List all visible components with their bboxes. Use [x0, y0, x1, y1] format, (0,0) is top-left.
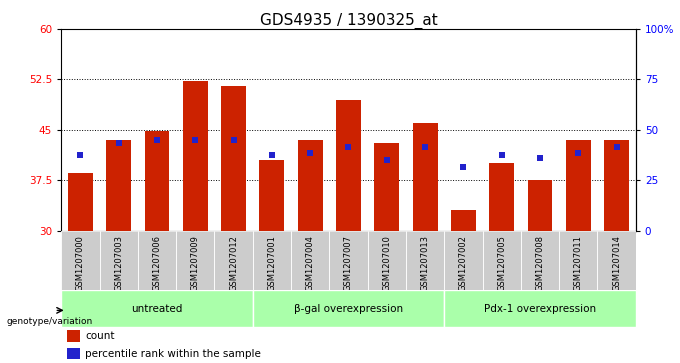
Text: Pdx-1 overexpression: Pdx-1 overexpression	[484, 303, 596, 314]
Bar	[375, 143, 399, 231]
Point	[458, 164, 469, 170]
Title: GDS4935 / 1390325_at: GDS4935 / 1390325_at	[260, 13, 437, 29]
Bar	[521, 231, 559, 290]
Bar	[406, 231, 444, 290]
Bar	[68, 174, 92, 231]
Bar	[528, 180, 552, 231]
Text: GSM1207012: GSM1207012	[229, 235, 238, 290]
Bar	[566, 140, 591, 231]
Point	[343, 144, 354, 150]
Point	[152, 137, 163, 143]
Bar	[221, 86, 246, 231]
Text: GSM1207014: GSM1207014	[612, 235, 621, 290]
Bar	[329, 231, 368, 290]
Bar	[106, 140, 131, 231]
Text: GSM1207008: GSM1207008	[536, 235, 545, 291]
Text: GSM1207009: GSM1207009	[191, 235, 200, 290]
Bar	[183, 81, 207, 231]
Point	[534, 155, 545, 161]
Bar	[559, 231, 598, 290]
Bar	[451, 210, 476, 231]
Bar	[598, 231, 636, 290]
Text: GSM1207002: GSM1207002	[459, 235, 468, 290]
Bar	[253, 290, 444, 327]
Bar	[138, 231, 176, 290]
Bar	[61, 231, 99, 290]
Point	[190, 137, 201, 143]
Text: count: count	[85, 331, 115, 341]
Point	[420, 144, 430, 150]
Text: untreated: untreated	[131, 303, 183, 314]
Text: GSM1207011: GSM1207011	[574, 235, 583, 290]
Point	[267, 152, 277, 158]
Bar	[253, 231, 291, 290]
Bar	[291, 231, 329, 290]
Bar	[483, 231, 521, 290]
Text: GSM1207010: GSM1207010	[382, 235, 391, 290]
Bar	[176, 231, 214, 290]
Point	[305, 150, 316, 156]
Text: GSM1207003: GSM1207003	[114, 235, 123, 291]
Text: GSM1207007: GSM1207007	[344, 235, 353, 291]
Bar	[368, 231, 406, 290]
Bar	[61, 290, 253, 327]
Point	[496, 152, 507, 158]
Point	[573, 150, 583, 156]
Bar	[298, 140, 322, 231]
Bar	[214, 231, 253, 290]
Bar	[605, 140, 629, 231]
Text: GSM1207000: GSM1207000	[76, 235, 85, 290]
Point	[113, 140, 124, 146]
Text: percentile rank within the sample: percentile rank within the sample	[85, 348, 261, 359]
Text: GSM1207006: GSM1207006	[152, 235, 161, 291]
Bar	[444, 231, 483, 290]
Point	[228, 137, 239, 143]
Text: GSM1207013: GSM1207013	[421, 235, 430, 291]
Bar	[260, 160, 284, 231]
Text: β-gal overexpression: β-gal overexpression	[294, 303, 403, 314]
Text: GSM1207001: GSM1207001	[267, 235, 276, 290]
Text: genotype/variation: genotype/variation	[7, 317, 93, 326]
Bar	[444, 290, 636, 327]
Bar	[99, 231, 138, 290]
Text: GSM1207004: GSM1207004	[306, 235, 315, 290]
Bar	[490, 163, 514, 231]
Bar	[145, 131, 169, 231]
Bar	[67, 348, 80, 359]
Bar	[67, 330, 80, 342]
Text: GSM1207005: GSM1207005	[497, 235, 506, 290]
Point	[75, 152, 86, 158]
Point	[381, 157, 392, 163]
Bar	[336, 99, 361, 231]
Point	[611, 144, 622, 150]
Bar	[413, 123, 437, 231]
